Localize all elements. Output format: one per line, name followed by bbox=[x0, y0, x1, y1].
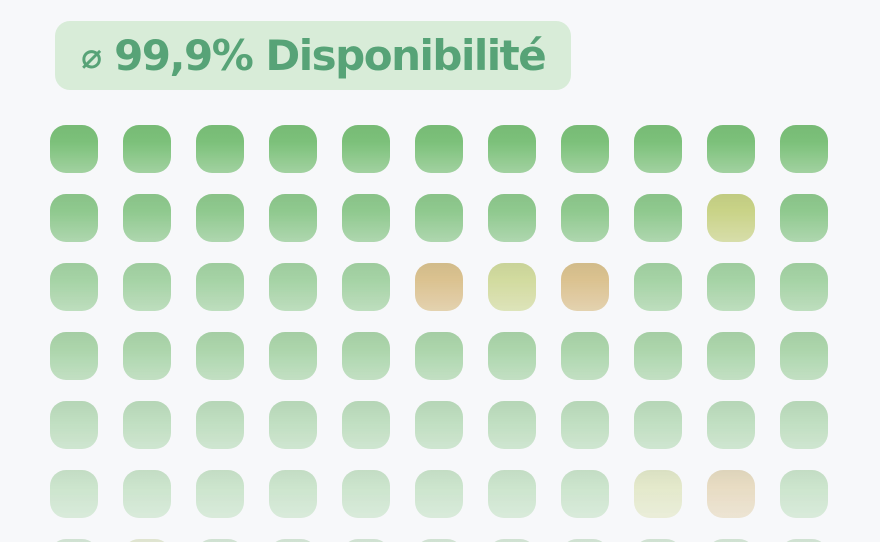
uptime-cell-up bbox=[50, 332, 98, 380]
uptime-cell-up bbox=[634, 332, 682, 380]
uptime-cell-up bbox=[50, 470, 98, 518]
uptime-cell-up bbox=[123, 401, 171, 449]
uptime-cell-up bbox=[707, 539, 755, 542]
uptime-cell-up bbox=[415, 539, 463, 542]
uptime-cell-degraded bbox=[488, 263, 536, 311]
uptime-cell-up bbox=[561, 539, 609, 542]
uptime-cell-up bbox=[342, 332, 390, 380]
uptime-cell-up bbox=[488, 194, 536, 242]
uptime-cell-up bbox=[488, 332, 536, 380]
uptime-cell-up bbox=[269, 401, 317, 449]
uptime-cell-incident bbox=[561, 263, 609, 311]
uptime-cell-up bbox=[196, 263, 244, 311]
uptime-cell-up bbox=[196, 539, 244, 542]
uptime-cell-up bbox=[488, 470, 536, 518]
uptime-cell-up bbox=[488, 539, 536, 542]
uptime-cell-degraded bbox=[634, 470, 682, 518]
availability-badge: ⌀ 99,9% Disponibilité bbox=[55, 21, 572, 90]
uptime-cell-up bbox=[415, 401, 463, 449]
uptime-cell-up bbox=[707, 332, 755, 380]
uptime-cell-up bbox=[561, 194, 609, 242]
uptime-cell-up bbox=[561, 332, 609, 380]
uptime-cell-up bbox=[50, 401, 98, 449]
uptime-cell-up bbox=[342, 470, 390, 518]
uptime-cell-up bbox=[488, 125, 536, 173]
uptime-cell-up bbox=[780, 470, 828, 518]
uptime-cell-up bbox=[50, 539, 98, 542]
uptime-cell-up bbox=[342, 401, 390, 449]
uptime-cell-up bbox=[50, 263, 98, 311]
uptime-cell-up bbox=[269, 332, 317, 380]
uptime-cell-up bbox=[415, 332, 463, 380]
uptime-cell-up bbox=[342, 263, 390, 311]
uptime-cell-up bbox=[50, 194, 98, 242]
uptime-cell-up bbox=[561, 401, 609, 449]
uptime-cell-up bbox=[123, 332, 171, 380]
uptime-cell-up bbox=[123, 470, 171, 518]
average-diameter-icon: ⌀ bbox=[81, 36, 103, 77]
uptime-cell-up bbox=[634, 263, 682, 311]
availability-grid bbox=[50, 125, 828, 542]
uptime-cell-up bbox=[780, 539, 828, 542]
uptime-cell-up bbox=[196, 401, 244, 449]
uptime-cell-up bbox=[269, 125, 317, 173]
uptime-cell-up bbox=[780, 263, 828, 311]
uptime-cell-up bbox=[634, 125, 682, 173]
uptime-cell-up bbox=[780, 401, 828, 449]
uptime-cell-up bbox=[780, 332, 828, 380]
uptime-cell-up bbox=[707, 125, 755, 173]
uptime-cell-up bbox=[561, 470, 609, 518]
uptime-cell-up bbox=[50, 125, 98, 173]
uptime-cell-up bbox=[634, 539, 682, 542]
uptime-cell-up bbox=[415, 194, 463, 242]
uptime-cell-up bbox=[269, 263, 317, 311]
uptime-cell-degraded bbox=[123, 539, 171, 542]
uptime-cell-up bbox=[415, 470, 463, 518]
uptime-cell-up bbox=[415, 125, 463, 173]
uptime-cell-up bbox=[561, 125, 609, 173]
uptime-cell-up bbox=[123, 194, 171, 242]
uptime-cell-up bbox=[196, 332, 244, 380]
uptime-cell-up bbox=[707, 263, 755, 311]
uptime-cell-up bbox=[342, 539, 390, 542]
uptime-cell-up bbox=[196, 470, 244, 518]
uptime-cell-up bbox=[269, 470, 317, 518]
uptime-cell-up bbox=[123, 125, 171, 173]
uptime-cell-up bbox=[780, 125, 828, 173]
uptime-cell-up bbox=[634, 194, 682, 242]
availability-badge-label: 99,9% Disponibilité bbox=[114, 31, 547, 80]
uptime-cell-up bbox=[342, 194, 390, 242]
uptime-cell-up bbox=[780, 194, 828, 242]
uptime-cell-up bbox=[342, 125, 390, 173]
uptime-cell-up bbox=[123, 263, 171, 311]
uptime-cell-up bbox=[488, 401, 536, 449]
uptime-cell-up bbox=[269, 194, 317, 242]
uptime-cell-up bbox=[634, 401, 682, 449]
uptime-cell-incident bbox=[707, 470, 755, 518]
uptime-cell-up bbox=[196, 125, 244, 173]
uptime-cell-degraded bbox=[707, 194, 755, 242]
uptime-cell-up bbox=[196, 194, 244, 242]
uptime-cell-up bbox=[269, 539, 317, 542]
uptime-cell-incident bbox=[415, 263, 463, 311]
uptime-cell-up bbox=[707, 401, 755, 449]
